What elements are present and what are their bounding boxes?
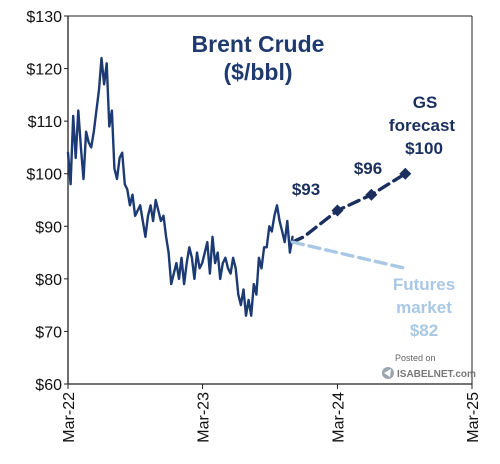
y-tick-label: $70 — [35, 324, 62, 341]
y-tick-label: $90 — [35, 219, 62, 236]
y-tick-label: $60 — [35, 377, 62, 394]
watermark-line2: ISABELNET.com — [397, 369, 476, 380]
forecast-diamond-marker — [399, 167, 412, 180]
x-tick-label: Mar-23 — [196, 392, 213, 443]
gs-annotation-93: $93 — [292, 180, 320, 199]
futures-annotation-82: $82 — [410, 321, 438, 340]
x-tick-label: Mar-24 — [330, 392, 347, 443]
gs-label-line2: forecast — [389, 116, 455, 135]
gs-annotation-100: $100 — [405, 139, 443, 158]
futures-market-line — [290, 240, 407, 270]
y-tick-labels: $60 $70 $80 $90 $100 $110 $120 $130 — [26, 9, 68, 394]
watermark: Posted on ISABELNET.com — [382, 353, 476, 380]
forecast-diamond-marker — [365, 188, 378, 201]
y-tick-label: $100 — [26, 167, 62, 184]
x-tick-labels: Mar-22 Mar-23 Mar-24 Mar-25 — [61, 384, 482, 443]
y-tick-label: $130 — [26, 9, 62, 26]
x-tick-label: Mar-22 — [61, 392, 78, 443]
watermark-logo-mark — [384, 369, 391, 377]
watermark-line1: Posted on — [395, 353, 436, 363]
chart-subtitle: ($/bbl) — [224, 59, 293, 85]
brent-historical-line — [66, 56, 294, 317]
marker-group — [331, 167, 412, 217]
futures-label-line1: Futures — [393, 275, 455, 294]
y-tick-label: $80 — [35, 272, 62, 289]
series-group — [66, 56, 407, 317]
x-tick-label: Mar-25 — [465, 392, 482, 443]
y-tick-label: $120 — [26, 62, 62, 79]
gs-label-line1: GS — [413, 93, 438, 112]
y-tick-label: $110 — [28, 114, 63, 131]
chart-title: Brent Crude — [192, 31, 325, 57]
forecast-diamond-marker — [331, 204, 344, 217]
futures-label-line2: market — [396, 298, 452, 317]
gs-annotation-96: $96 — [354, 159, 382, 178]
axes — [67, 15, 473, 385]
